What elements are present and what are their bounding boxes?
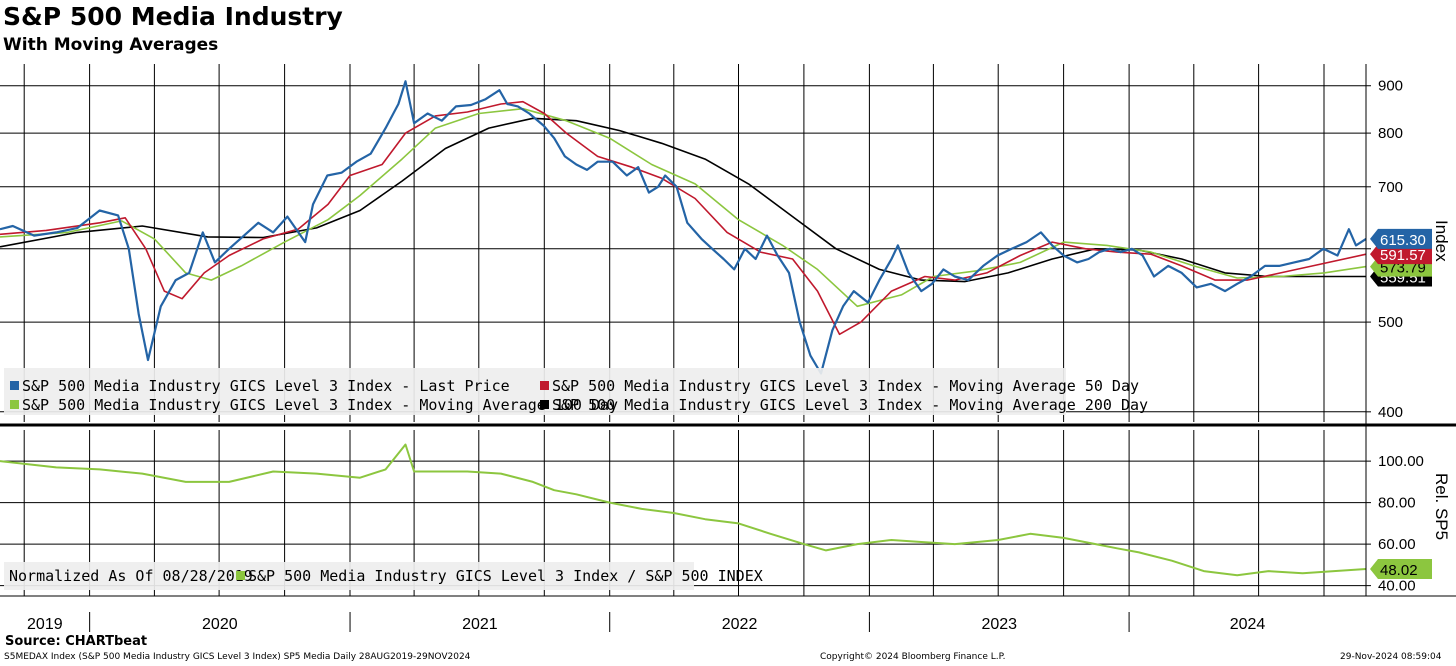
y-tick-label: 500 [1378, 314, 1403, 331]
upper-axis-label: Index [1432, 220, 1451, 262]
x-tick-label: 2020 [202, 616, 238, 633]
axes: 400 500 700 800 900 40.00 60.00 80.00 100.00 Inde… [0, 64, 1456, 633]
y-tick-label: 60.00 [1378, 536, 1416, 553]
legend-box [4, 562, 694, 590]
chart-title: S&P 500 Media Industry [3, 2, 343, 31]
legend-label: S&P 500 Media Industry GICS Level 3 Inde… [552, 377, 1139, 395]
x-tick-label: 2019 [27, 616, 63, 633]
y-tick-label: 40.00 [1378, 578, 1416, 595]
legend-label: S&P 500 Media Industry GICS Level 3 Inde… [22, 377, 510, 395]
x-tick-label: 2021 [462, 616, 498, 633]
legend-label: S&P 500 Media Industry GICS Level 3 Inde… [248, 567, 763, 585]
y-tick-label: 800 [1378, 125, 1403, 142]
lower-axis-label: Rel. SP5 [1432, 473, 1451, 540]
footer-left: S5MEDAX Index (S&P 500 Media Industry GI… [4, 652, 471, 662]
legend-swatch [10, 381, 19, 390]
x-tick-label: 2024 [1230, 616, 1266, 633]
legend-box [4, 368, 1066, 415]
chart-subtitle: With Moving Averages [3, 35, 219, 55]
upper-panel-series [0, 80, 1367, 375]
footer-center: Copyright© 2024 Bloomberg Finance L.P. [820, 652, 1006, 662]
lower-panel-series [0, 443, 1367, 577]
upper-legend: S&P 500 Media Industry GICS Level 3 Inde… [4, 368, 1148, 415]
price-last-value: 615.30 [1380, 232, 1426, 249]
ma50-last-value: 591.57 [1380, 247, 1426, 264]
footer-right: 29-Nov-2024 08:59:04 [1340, 652, 1442, 662]
ma50-last-value-bg [1370, 244, 1432, 265]
legend-label: S&P 500 Media Industry GICS Level 3 Inde… [22, 396, 618, 414]
y-tick-label: 80.00 [1378, 495, 1416, 512]
y-tick-label: 900 [1378, 78, 1403, 95]
relative-last-value-bg [1370, 559, 1432, 580]
legend-label: S&P 500 Media Industry GICS Level 3 Inde… [552, 396, 1148, 414]
x-tick-label: 2023 [981, 616, 1017, 633]
price-last-value-bg [1370, 228, 1432, 249]
ma200-line [0, 117, 1366, 283]
legend-swatch [236, 571, 245, 580]
x-tick-label: 2022 [722, 616, 758, 633]
legend-swatch [540, 400, 549, 409]
relative-line [0, 443, 1367, 577]
source-note: Source: CHARTbeat [5, 634, 148, 649]
y-tick-label: 400 [1378, 404, 1403, 421]
y-tick-label: 700 [1378, 179, 1403, 196]
last-price-line [0, 80, 1367, 375]
legend-swatch [10, 400, 19, 409]
ma50-line [0, 100, 1367, 336]
grid [0, 64, 1366, 596]
legend-swatch [540, 381, 549, 390]
relative-last-value: 48.02 [1380, 562, 1418, 579]
legend-label: Normalized As Of 08/28/2019 [9, 567, 253, 585]
y-tick-label: 100.00 [1378, 453, 1424, 470]
